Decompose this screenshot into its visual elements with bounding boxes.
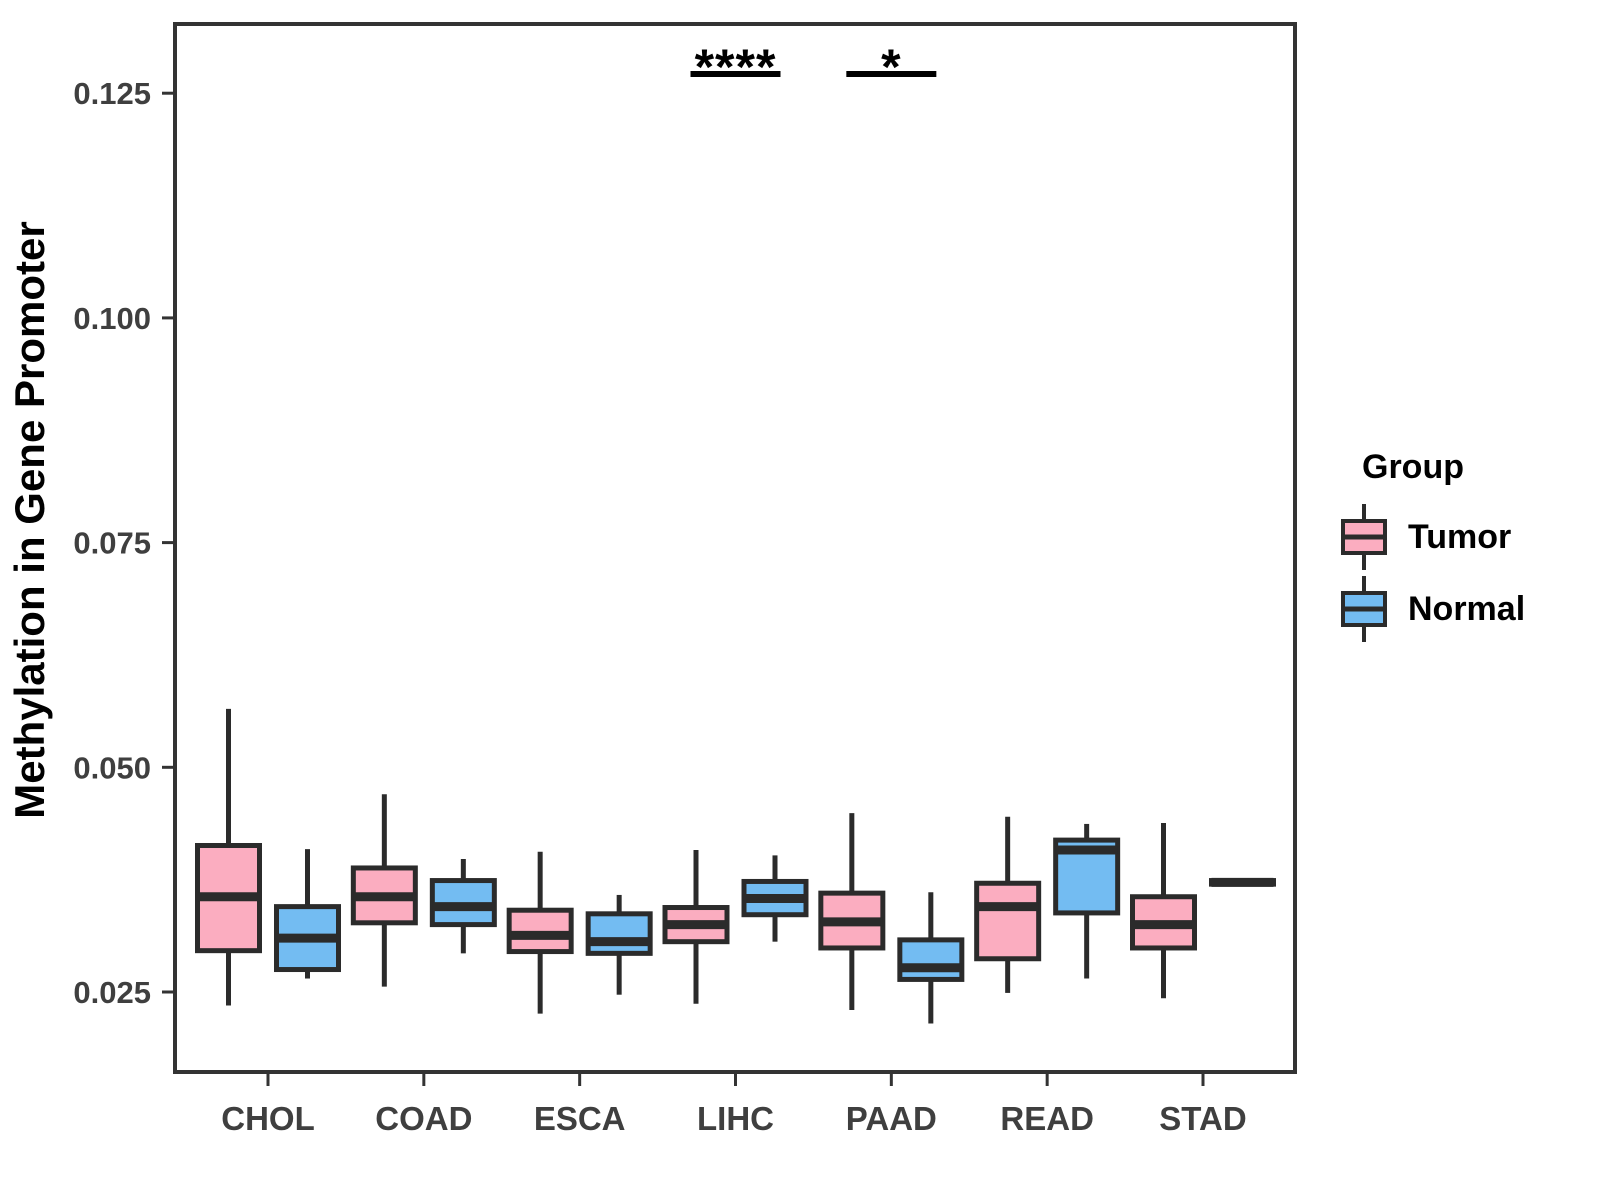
significance-label-paad: * (881, 39, 901, 95)
legend: Group Tumor Normal (1336, 448, 1525, 645)
x-tick-label: ESCA (534, 1100, 626, 1137)
y-tick-label: 0.050 (73, 750, 151, 785)
x-tick-label: READ (1000, 1100, 1094, 1137)
legend-title: Group (1362, 448, 1464, 486)
legend-item-normal: Normal (1336, 573, 1525, 645)
y-tick-label: 0.100 (73, 301, 151, 336)
y-axis-title: Methylation in Gene Promoter (6, 221, 53, 819)
plot-panel-border (173, 22, 1297, 1074)
normal-boxplot-glyph-icon (1341, 576, 1387, 642)
x-tick-label: LIHC (697, 1100, 774, 1137)
x-tick-label: PAAD (846, 1100, 937, 1137)
box-normal-paad (897, 937, 965, 982)
x-tick-label: COAD (375, 1100, 472, 1137)
legend-item-tumor: Tumor (1336, 501, 1525, 573)
significance-label-lihc: **** (695, 39, 777, 95)
legend-label-tumor: Tumor (1408, 517, 1512, 556)
tumor-boxplot-glyph-icon (1341, 504, 1387, 570)
box-tumor-read (974, 880, 1042, 962)
x-tick-label: CHOL (221, 1100, 315, 1137)
y-tick-label: 0.075 (73, 526, 151, 561)
y-tick-label: 0.025 (73, 975, 151, 1010)
x-tick-label: STAD (1159, 1100, 1246, 1137)
legend-label-normal: Normal (1408, 589, 1526, 628)
y-tick-label: 0.125 (73, 76, 151, 111)
box-normal-esca (585, 911, 653, 956)
